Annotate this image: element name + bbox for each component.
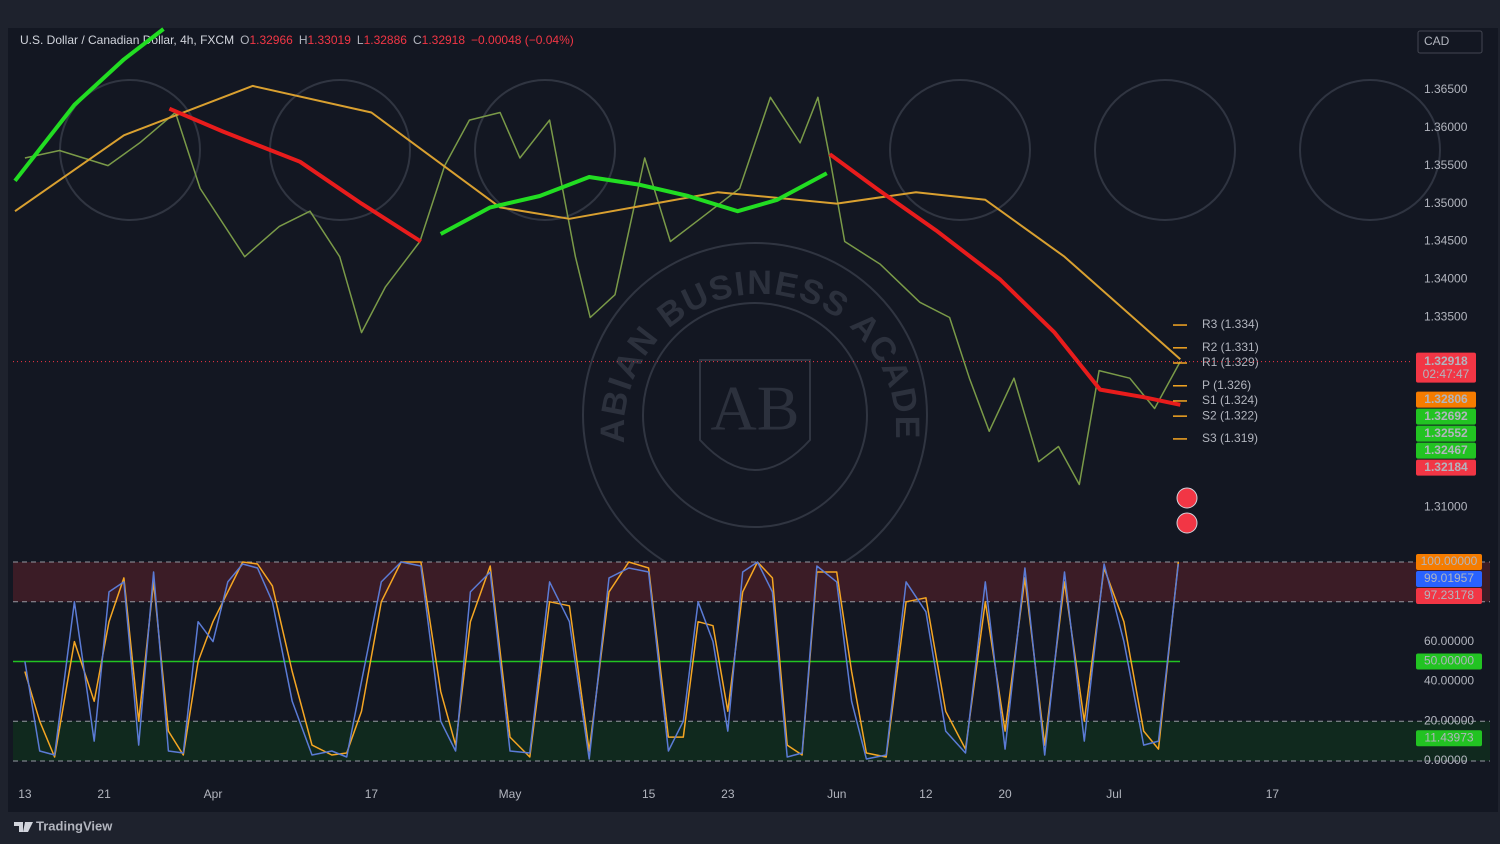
event-icon[interactable] xyxy=(1176,512,1198,534)
value-tag xyxy=(1416,571,1482,587)
ohlc-value: 1.32966 xyxy=(249,33,293,47)
pivot-label: P (1.326) xyxy=(1202,378,1251,392)
ohlc-value: 1.32918 xyxy=(422,33,466,47)
x-tick-label: 20 xyxy=(998,787,1012,801)
watermark-ring xyxy=(642,302,868,528)
watermark-logo: AB xyxy=(711,373,800,444)
value-tag-text: 97.23178 xyxy=(1424,588,1474,602)
x-tick-label: Jun xyxy=(827,787,846,801)
tradingview-logo: TradingView xyxy=(14,818,113,833)
pivot-label: R3 (1.334) xyxy=(1202,317,1259,331)
series-line xyxy=(168,106,1181,407)
x-tick-label: 23 xyxy=(721,787,735,801)
price-tag-text: 1.32467 xyxy=(1424,443,1468,457)
x-tick-label: 13 xyxy=(18,787,32,801)
pivot-label: S2 (1.322) xyxy=(1202,408,1258,422)
x-tick-label: Jul xyxy=(1106,787,1121,801)
x-tick-label: 17 xyxy=(1266,787,1280,801)
currency[interactable]: CAD xyxy=(1424,34,1450,48)
y-tick-label: 20.00000 xyxy=(1424,713,1474,727)
value-tag xyxy=(1416,554,1482,570)
watermark-small xyxy=(889,79,1031,221)
y-tick-label: 1.36000 xyxy=(1424,120,1468,134)
price-tag xyxy=(1416,442,1476,459)
x-tick-label: 12 xyxy=(919,787,933,801)
watermark-small xyxy=(1299,79,1441,221)
symbol: U.S. Dollar / Canadian Dollar, 4h, FXCM xyxy=(20,33,234,47)
value-tag-text: 100.00000 xyxy=(1421,554,1478,568)
x-tick-label: Apr xyxy=(204,787,223,801)
price-tag xyxy=(1416,425,1476,442)
series-line xyxy=(24,561,1180,760)
chart-area xyxy=(8,28,1498,812)
y-tick-label: 1.36500 xyxy=(1424,82,1468,96)
overbought-zone xyxy=(13,562,1490,602)
ohlc-value: 1.32886 xyxy=(364,33,408,47)
price-tag-text: 1.32552 xyxy=(1424,426,1468,440)
series-line xyxy=(14,84,1181,360)
ohlc-label: O xyxy=(240,33,249,47)
ohlc-label: L xyxy=(357,33,364,47)
y-tick-label: 1.34000 xyxy=(1424,272,1468,286)
value-tag xyxy=(1416,730,1482,747)
watermark-shield xyxy=(699,359,811,471)
pivot-label: R1 (1.329) xyxy=(1202,355,1259,369)
x-tick-label: May xyxy=(499,787,522,801)
y-tick-label: 0.00000 xyxy=(1424,753,1468,767)
series-line xyxy=(13,27,828,236)
value-tag xyxy=(1416,588,1482,604)
value-tag-text: 11.43973 xyxy=(1424,730,1473,744)
event-icons[interactable] xyxy=(1176,487,1198,534)
x-tick-label: 17 xyxy=(365,787,379,801)
pivot-label: R2 (1.331) xyxy=(1202,340,1259,354)
y-tick-label: 1.35000 xyxy=(1424,196,1468,210)
y-tick-label: 1.33500 xyxy=(1424,310,1468,324)
y-tick-label: 60.00000 xyxy=(1424,634,1474,648)
value-tag xyxy=(1416,653,1482,670)
x-tick-label: 15 xyxy=(642,787,656,801)
value-tag-text: 99.01957 xyxy=(1424,571,1474,585)
watermark-small xyxy=(1094,79,1236,221)
y-tick-label: 1.31000 xyxy=(1424,499,1468,513)
price-tag-text: 1.32692 xyxy=(1424,409,1468,423)
price-tag-text: 1.32918 xyxy=(1424,354,1468,368)
change: −0.00048 (−0.04%) xyxy=(471,33,574,47)
oversold-zone xyxy=(13,721,1490,761)
pivot-label: S3 (1.319) xyxy=(1202,431,1258,445)
ohlc-value: 1.33019 xyxy=(308,33,352,47)
legend-header: U.S. Dollar / Canadian Dollar, 4h, FXCM O… xyxy=(20,33,574,47)
price-tag xyxy=(1416,391,1476,408)
y-tick-label: 40.00000 xyxy=(1424,674,1474,688)
pivot-label: S1 (1.324) xyxy=(1202,393,1258,407)
currency-box[interactable] xyxy=(1417,30,1483,54)
series-line xyxy=(24,96,1181,486)
countdown: 02:47:47 xyxy=(1423,367,1470,381)
ohlc-label: C xyxy=(413,33,422,47)
x-tick-label: 21 xyxy=(97,787,111,801)
value-tag-text: 50.00000 xyxy=(1424,654,1474,668)
event-icon[interactable] xyxy=(1176,487,1198,509)
watermark-small xyxy=(474,79,616,221)
price-tag-text: 1.32184 xyxy=(1424,460,1468,474)
ohlc-label: H xyxy=(299,33,308,47)
tv-text: TradingView xyxy=(36,818,113,833)
price-tag xyxy=(1416,459,1476,476)
tv-icon xyxy=(14,822,33,832)
price-tag xyxy=(1416,408,1476,425)
y-tick-label: 1.35500 xyxy=(1424,158,1468,172)
y-tick-label: 1.34500 xyxy=(1424,234,1468,248)
price-tag-text: 1.32806 xyxy=(1424,392,1468,406)
price-tag xyxy=(1416,352,1476,383)
